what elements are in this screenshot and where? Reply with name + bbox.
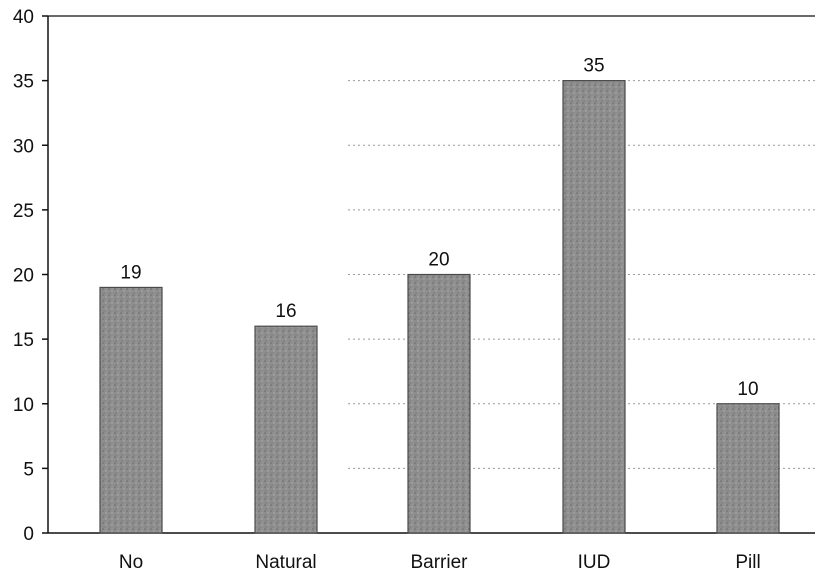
- y-tick-label: 0: [23, 524, 34, 545]
- data-label: 19: [120, 262, 141, 283]
- data-label: 16: [275, 301, 296, 322]
- x-tick-label: Barrier: [410, 552, 468, 573]
- y-tick-label: 20: [13, 266, 34, 287]
- bar-barrier: [407, 273, 471, 534]
- bars: [99, 80, 780, 534]
- data-label: 10: [737, 379, 758, 400]
- bar-pill: [716, 403, 780, 534]
- bar-natural: [254, 325, 318, 534]
- y-tick-label: 15: [13, 330, 34, 351]
- y-tick-label: 35: [13, 72, 34, 93]
- data-labels: 19 16 20 35 10: [120, 56, 758, 400]
- data-label: 20: [428, 250, 449, 271]
- x-tick-label: Natural: [255, 552, 316, 573]
- x-tick-label: IUD: [578, 552, 611, 573]
- x-tick-labels: No Natural Barrier IUD Pill: [119, 552, 761, 573]
- x-tick-label: No: [119, 552, 143, 573]
- y-tick-labels: 0 5 10 15 20 25 30 35 40: [13, 7, 34, 545]
- bar-iud: [562, 80, 626, 534]
- y-tick-label: 5: [23, 459, 34, 480]
- bar-no: [99, 286, 163, 534]
- y-tick-label: 25: [13, 201, 34, 222]
- y-tick-label: 30: [13, 136, 34, 157]
- y-tick-label: 40: [13, 7, 34, 28]
- x-tick-label: Pill: [735, 552, 760, 573]
- data-label: 35: [583, 56, 604, 77]
- y-tick-label: 10: [13, 395, 34, 416]
